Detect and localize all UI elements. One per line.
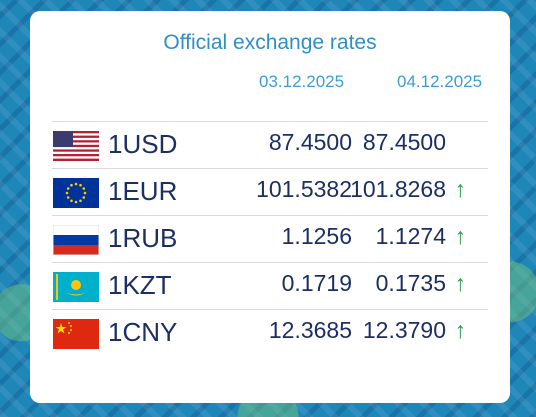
currency-code: 1RUB [108,223,178,253]
rate-curr: 87.4500 [362,129,446,155]
eu-flag-icon [53,178,99,208]
rate-prev: 12.3685 [268,317,352,343]
divider [52,215,488,216]
exchange-rates-card: Official exchange rates 03.12.2025 04.12… [30,11,510,403]
cn-flag-icon [53,319,99,349]
rate-prev: 87.4500 [268,129,352,155]
divider [52,262,488,263]
rate-row-cny: 1CNY 12.3685 12.3790 ↑ [52,310,488,357]
divider [52,309,488,310]
rate-prev: 1.1256 [281,223,352,249]
us-flag-icon [53,131,99,161]
trend-up-icon: ↑ [454,223,467,249]
divider [52,168,488,169]
card-title: Official exchange rates [163,31,377,54]
rate-row-kzt: 1KZT 0.1719 0.1735 ↑ [52,263,488,310]
currency-code: 1USD [108,129,178,159]
currency-code: 1CNY [108,317,178,347]
rate-row-rub: 1RUB 1.1256 1.1274 ↑ [52,216,488,263]
rate-prev: 101.5382 [256,176,352,202]
currency-code: 1KZT [108,270,172,300]
rate-row-eur: 1EUR 101.5382 101.8268 ↑ [52,169,488,216]
rate-curr: 101.8268 [350,176,446,202]
kz-flag-icon [53,272,99,302]
trend-up-icon: ↑ [454,270,467,296]
rate-curr: 1.1274 [375,223,446,249]
divider [52,121,488,122]
trend-up-icon: ↑ [454,317,467,343]
ru-flag-icon [53,225,99,255]
rate-curr: 0.1735 [375,270,446,296]
date-column-curr: 04.12.2025 [397,72,483,91]
rate-prev: 0.1719 [281,270,352,296]
rate-curr: 12.3790 [362,317,446,343]
trend-up-icon: ↑ [454,176,467,202]
currency-code: 1EUR [108,176,178,206]
date-column-prev: 03.12.2025 [259,72,345,91]
rate-row-usd: 1USD 87.4500 87.4500 [52,122,488,169]
